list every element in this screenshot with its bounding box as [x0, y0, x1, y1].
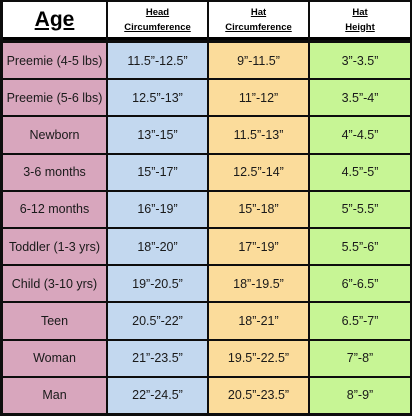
head-circumference-cell: 18”-20”: [108, 229, 207, 265]
header-hatc-line2: Circumference: [225, 21, 292, 33]
age-cell-text: Man: [42, 388, 67, 403]
hat-height-cell-text: 3.5”-4”: [341, 90, 379, 105]
hat-height-cell: 3”-3.5”: [310, 43, 410, 79]
hat-height-cell-text: 7”-8”: [346, 351, 374, 366]
age-cell: 6-12 months: [3, 191, 106, 227]
head-circumference-cell: 16”-19”: [108, 191, 207, 227]
age-cell-text: Teen: [40, 313, 69, 328]
head-circumference-cell-text: 22”-24.5”: [132, 388, 183, 403]
hat-height-cell-text: 6”-6.5”: [341, 276, 379, 291]
head-circumference-cell: 22”-24.5”: [108, 377, 207, 413]
hat-height-cell: 5.5”-6”: [310, 229, 410, 265]
hat-height-cell: 5”-5.5”: [310, 191, 410, 227]
head-circumference-cell: 20.5”-22”: [108, 303, 207, 339]
header-age-label: Age: [34, 7, 75, 31]
hat-circumference-cell: 18”-19.5”: [209, 266, 308, 302]
age-cell: 3-6 months: [3, 154, 106, 190]
head-circumference-cell-text: 13”-15”: [137, 127, 178, 142]
head-circumference-cell: 15”-17”: [108, 154, 207, 190]
hat-height-cell-text: 8”-9”: [346, 388, 374, 403]
hat-circumference-cell: 12.5”-14”: [209, 154, 308, 190]
age-cell: Preemie (5-6 lbs): [3, 80, 106, 116]
hat-circumference-cell-text: 12.5”-14”: [233, 165, 284, 180]
head-circumference-cell-text: 21”-23.5”: [132, 351, 183, 366]
head-circumference-cell-text: 15”-17”: [137, 165, 178, 180]
hat-circumference-cell: 18”-21”: [209, 303, 308, 339]
hat-circumference-cell: 17”-19”: [209, 229, 308, 265]
hat-circumference-cell-text: 17”-19”: [238, 239, 279, 254]
hat-height-cell-text: 3”-3.5”: [341, 53, 379, 68]
age-cell: Preemie (4-5 lbs): [3, 43, 106, 79]
age-cell-text: 6-12 months: [19, 202, 90, 217]
age-cell-text: Newborn: [29, 127, 80, 142]
hat-circumference-cell-text: 9”-11.5”: [237, 53, 280, 68]
age-cell-text: Preemie (5-6 lbs): [6, 90, 103, 105]
header-hat-circumference: Hat Circumference: [209, 2, 308, 40]
head-circumference-cell: 21”-23.5”: [108, 340, 207, 376]
age-cell-text: 3-6 months: [23, 165, 86, 180]
age-cell: Toddler (1-3 yrs): [3, 229, 106, 265]
header-age: Age: [3, 2, 106, 40]
header-hath-line2: Height: [345, 21, 375, 33]
head-circumference-cell-text: 20.5”-22”: [132, 313, 183, 328]
hat-circumference-cell: 11”-12”: [209, 80, 308, 116]
hat-circumference-cell-text: 11.5”-13”: [233, 127, 284, 142]
hat-circumference-cell-text: 20.5”-23.5”: [227, 388, 290, 403]
hat-height-cell: 6.5”-7”: [310, 303, 410, 339]
head-circumference-cell: 11.5”-12.5”: [108, 43, 207, 79]
hat-height-cell: 4.5”-5”: [310, 154, 410, 190]
hat-height-cell: 6”-6.5”: [310, 266, 410, 302]
hat-circumference-cell-text: 11”-12”: [238, 90, 279, 105]
age-cell: Child (3-10 yrs): [3, 266, 106, 302]
age-cell: Teen: [3, 303, 106, 339]
hat-circumference-cell-text: 18”-19.5”: [233, 276, 284, 291]
hat-height-cell: 3.5”-4”: [310, 80, 410, 116]
head-circumference-cell-text: 11.5”-12.5”: [127, 53, 188, 68]
hat-height-cell-text: 5.5”-6”: [341, 239, 379, 254]
header-head-line2: Circumference: [124, 21, 191, 33]
hat-height-cell: 4”-4.5”: [310, 117, 410, 153]
hat-circumference-cell-text: 19.5”-22.5”: [227, 351, 290, 366]
age-cell-text: Child (3-10 yrs): [11, 276, 98, 291]
age-cell: Man: [3, 377, 106, 413]
hat-circumference-cell: 15”-18”: [209, 191, 308, 227]
hat-height-cell-text: 5”-5.5”: [341, 202, 379, 217]
hat-circumference-cell: 19.5”-22.5”: [209, 340, 308, 376]
head-circumference-cell-text: 18”-20”: [137, 239, 178, 254]
header-hatc-line1: Hat: [250, 6, 267, 18]
header-hat-height: Hat Height: [310, 2, 410, 40]
header-head-line1: Head: [145, 6, 170, 18]
head-circumference-cell: 12.5”-13”: [108, 80, 207, 116]
age-cell: Woman: [3, 340, 106, 376]
age-cell: Newborn: [3, 117, 106, 153]
header-head-circumference: Head Circumference: [108, 2, 207, 40]
hat-height-cell: 7”-8”: [310, 340, 410, 376]
age-cell-text: Preemie (4-5 lbs): [6, 53, 103, 68]
hat-height-cell-text: 4”-4.5”: [341, 127, 379, 142]
head-circumference-cell-text: 16”-19”: [137, 202, 178, 217]
head-circumference-cell: 13”-15”: [108, 117, 207, 153]
header-hath-line1: Hat: [352, 6, 368, 18]
hat-height-cell: 8”-9”: [310, 377, 410, 413]
hat-circumference-cell: 20.5”-23.5”: [209, 377, 308, 413]
hat-height-cell-text: 4.5”-5”: [341, 165, 379, 180]
hat-circumference-cell: 9”-11.5”: [209, 43, 308, 79]
hat-circumference-cell-text: 18”-21”: [238, 313, 279, 328]
head-circumference-cell: 19”-20.5”: [108, 266, 207, 302]
head-circumference-cell-text: 12.5”-13”: [132, 90, 183, 105]
age-cell-text: Woman: [33, 351, 76, 366]
head-circumference-cell-text: 19”-20.5”: [132, 276, 183, 291]
age-cell-text: Toddler (1-3 yrs): [9, 239, 100, 254]
hat-circumference-cell: 11.5”-13”: [209, 117, 308, 153]
hat-circumference-cell-text: 15”-18”: [238, 202, 279, 217]
hat-height-cell-text: 6.5”-7”: [341, 313, 379, 328]
